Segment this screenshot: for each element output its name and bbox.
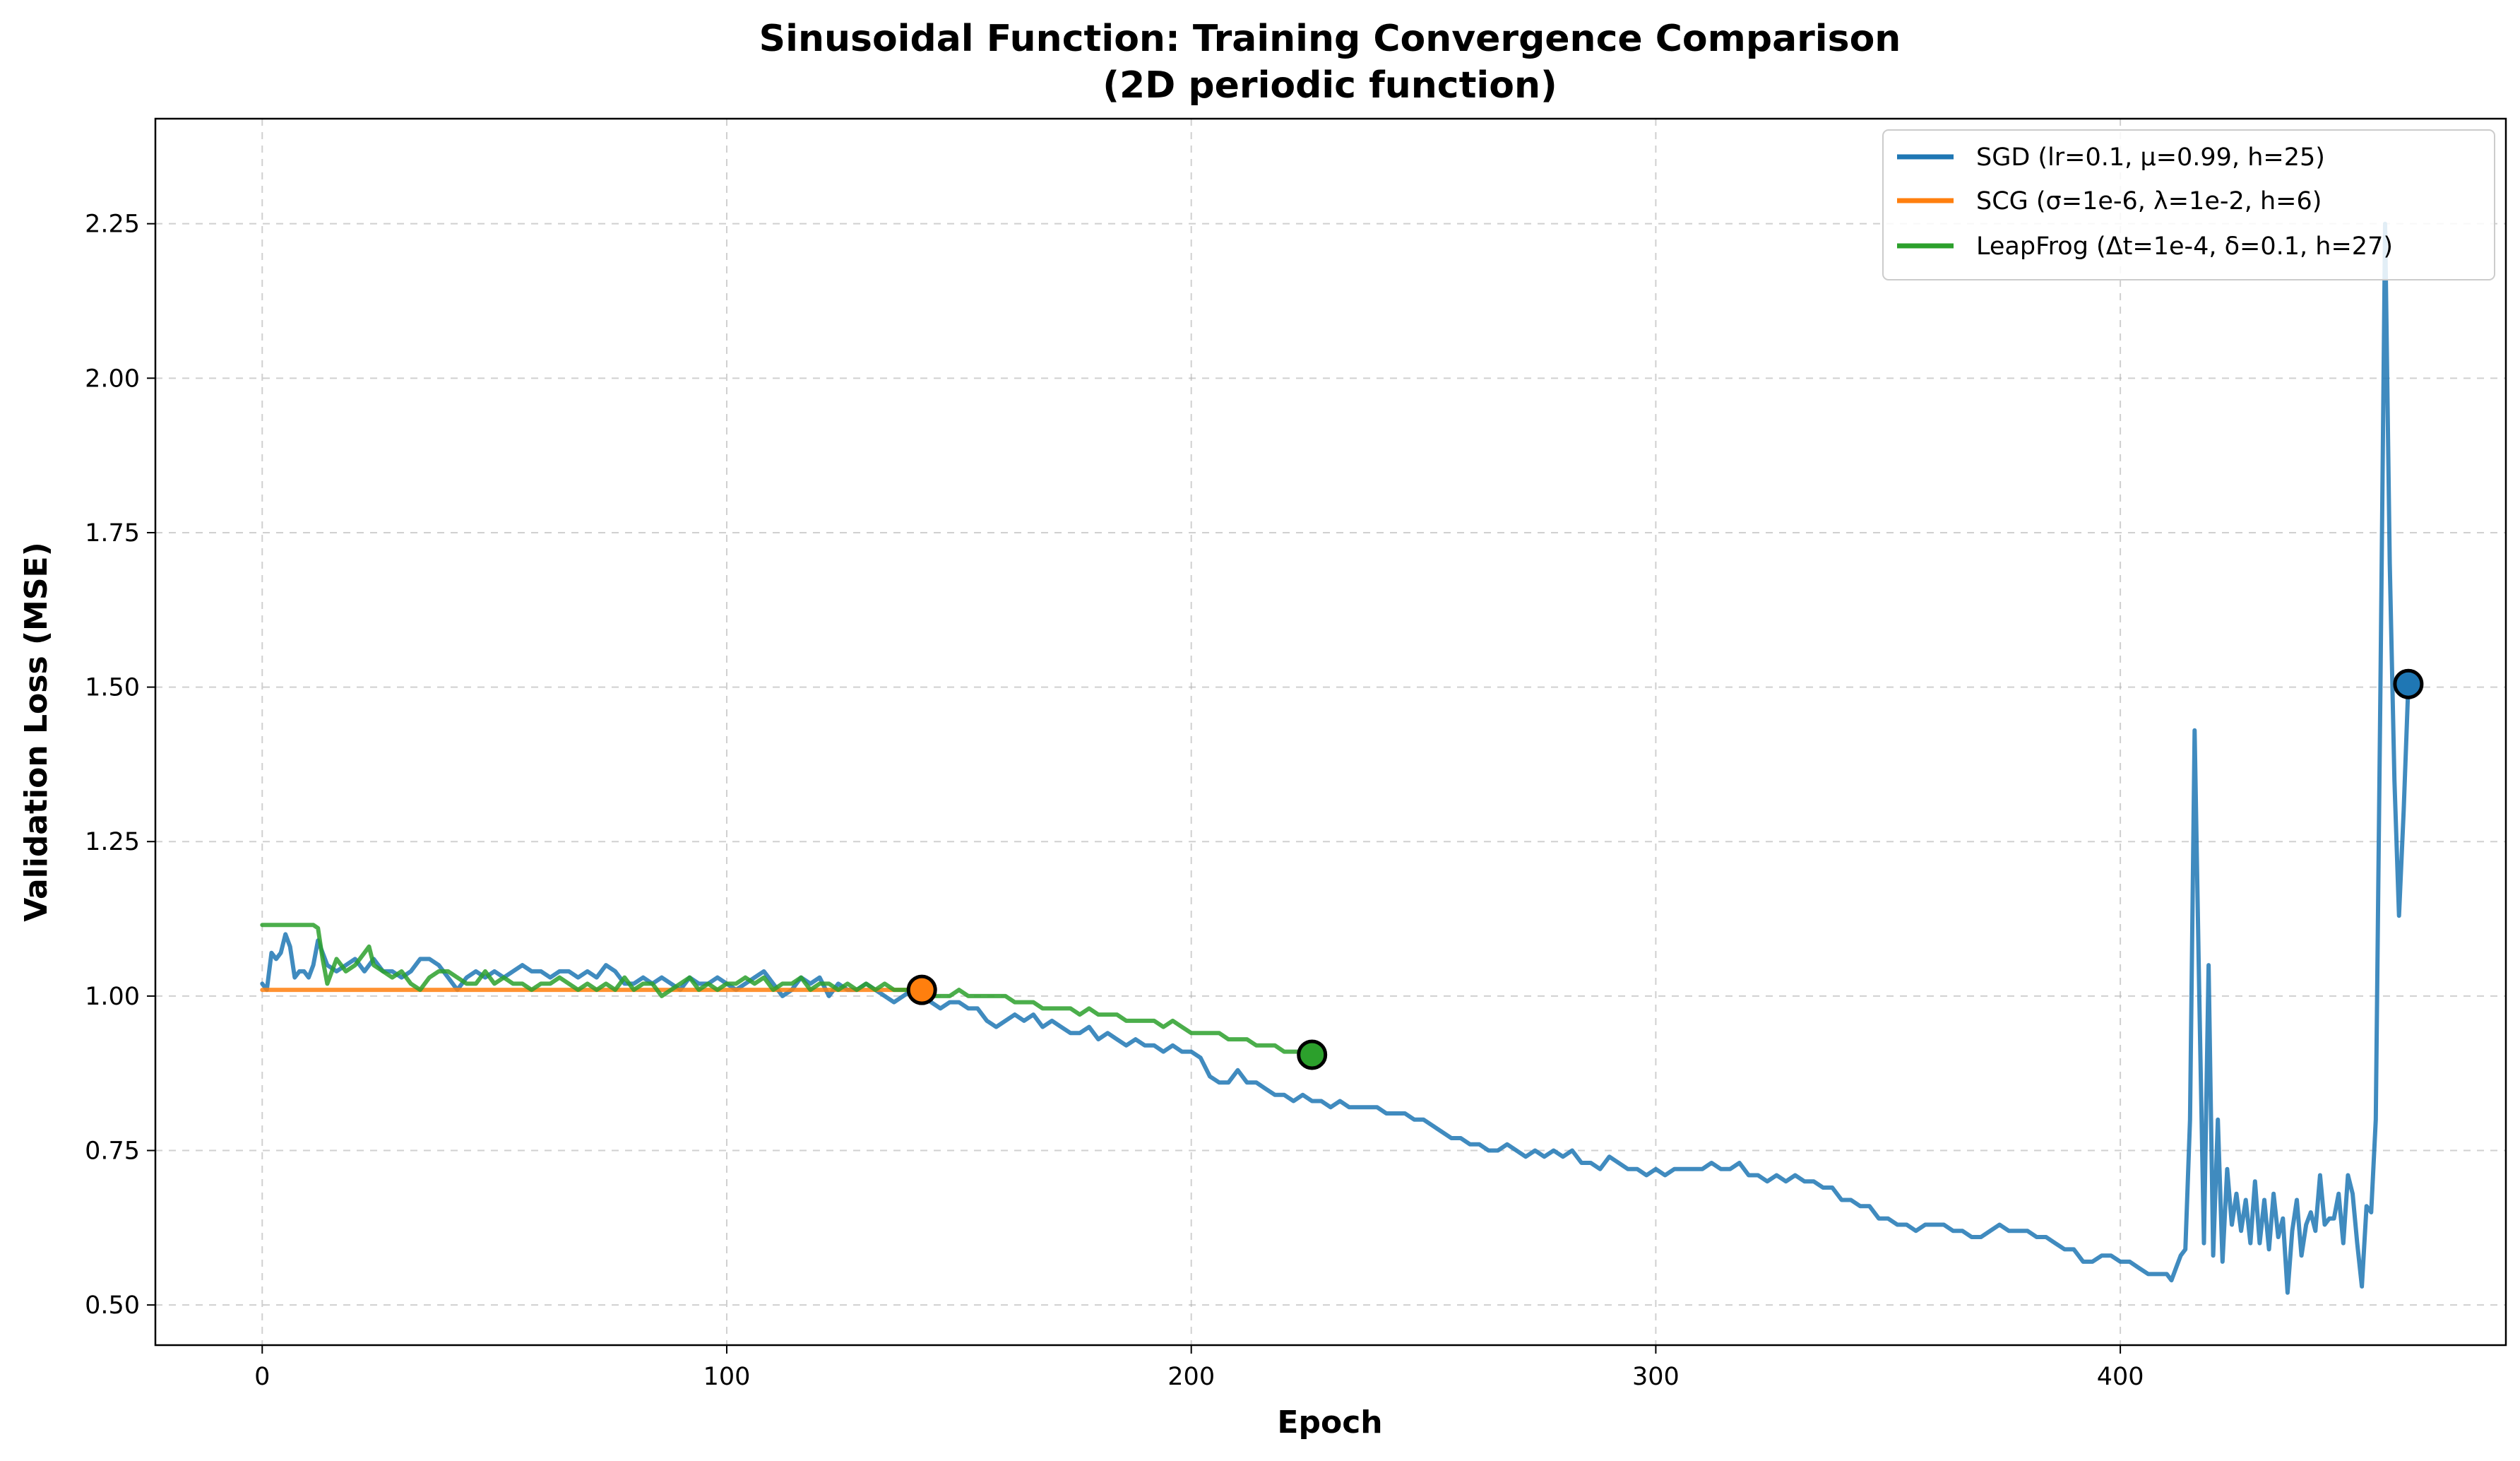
grid: [155, 119, 2506, 1345]
chart-title: Sinusoidal Function: Training Convergenc…: [759, 18, 1901, 60]
final-point-sgd: [2393, 668, 2424, 699]
series-line-sgd: [260, 221, 2411, 1295]
y-tick-label: 1.25: [85, 828, 140, 856]
final-point-leapfrog: [1297, 1039, 1328, 1070]
x-tick-label: 300: [1632, 1363, 1680, 1391]
plot-frame: [154, 117, 2507, 1347]
final-markers: [906, 668, 2424, 1070]
y-tick-label: 1.50: [85, 674, 140, 702]
legend-label-scg: SCG (σ=1e-6, λ=1e-2, h=6): [1976, 187, 2322, 215]
y-tick-label: 1.00: [85, 983, 140, 1011]
y-tick-label: 0.75: [85, 1137, 140, 1166]
legend-box: [1882, 129, 2495, 280]
legend-label-sgd: SGD (lr=0.1, μ=0.99, h=25): [1976, 143, 2325, 172]
y-tick-label: 2.00: [85, 365, 140, 393]
y-tick-label: 0.50: [85, 1291, 140, 1320]
y-axis-ticks: 0.50 0.75 1.00 1.25 1.50 1.75 2.00 2.25: [85, 211, 155, 1320]
series-line-leapfrog: [260, 923, 1314, 1057]
x-tick-label: 400: [2097, 1363, 2144, 1391]
y-axis-label: Validation Loss (MSE): [18, 542, 54, 921]
x-tick-label: 200: [1167, 1363, 1215, 1391]
x-axis-label: Epoch: [1277, 1404, 1382, 1441]
x-axis-ticks: 0 100 200 300 400: [254, 1345, 2144, 1391]
legend: SGD (lr=0.1, μ=0.99, h=25) SCG (σ=1e-6, …: [1882, 129, 2495, 280]
x-tick-label: 100: [703, 1363, 751, 1391]
chart-subtitle: (2D periodic function): [1102, 64, 1557, 107]
y-tick-label: 2.25: [85, 211, 140, 239]
final-point-scg: [906, 974, 937, 1005]
series-lines: [260, 221, 2411, 1295]
legend-label-leapfrog: LeapFrog (Δt=1e-4, δ=0.1, h=27): [1976, 232, 2393, 261]
y-tick-label: 1.75: [85, 519, 140, 548]
x-tick-label: 0: [254, 1363, 270, 1391]
